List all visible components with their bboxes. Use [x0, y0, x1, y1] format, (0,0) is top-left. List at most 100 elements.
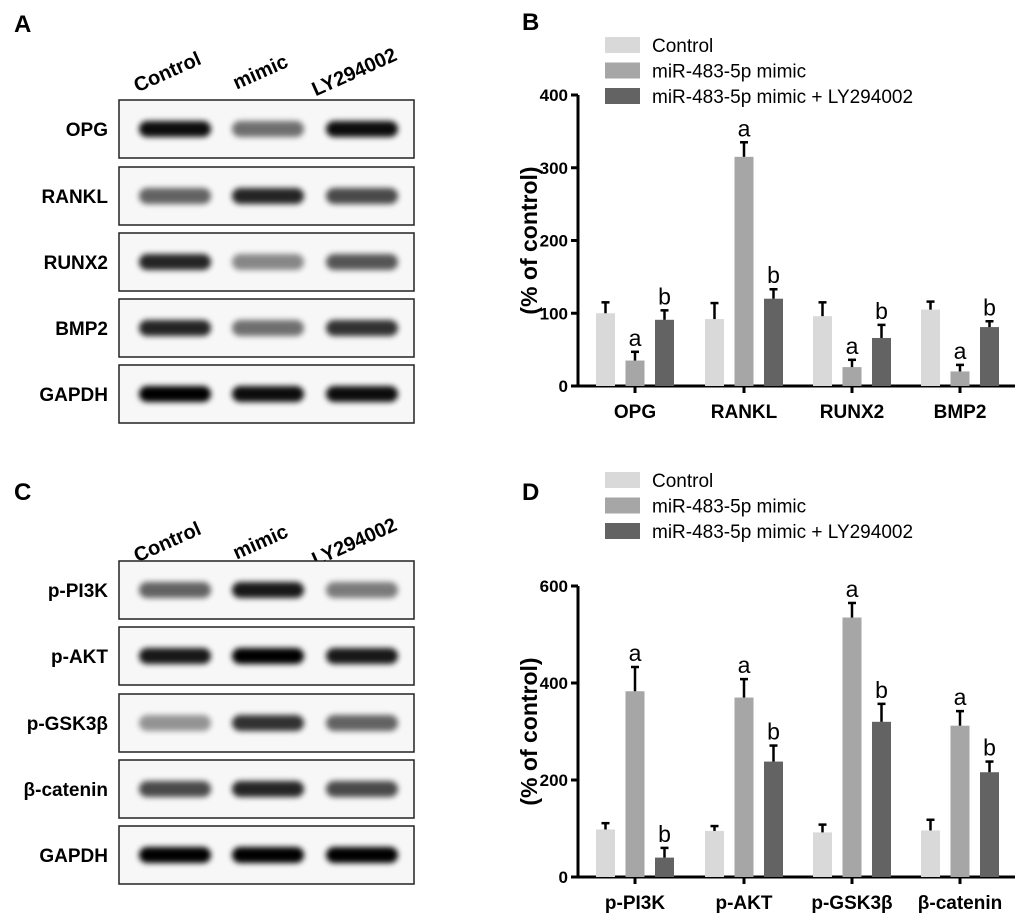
blot-row: β-catenin [24, 759, 415, 819]
bar [655, 857, 674, 877]
significance-label: a [846, 576, 859, 602]
bar [625, 360, 645, 386]
lane-label: Control [131, 48, 205, 97]
significance-label: b [658, 283, 671, 309]
legend-label: miR-483-5p mimic [652, 62, 806, 83]
bar [625, 691, 645, 877]
protein-band [232, 320, 304, 336]
protein-band [326, 715, 398, 731]
y-tick-label: 200 [540, 771, 568, 790]
blot-row: BMP2 [55, 298, 415, 358]
significance-label: b [875, 677, 888, 703]
y-tick-label: 0 [559, 868, 568, 887]
blot-row-label: RUNX2 [44, 253, 108, 274]
category-label: RANKL [711, 402, 778, 423]
blot-row: RUNX2 [44, 232, 415, 292]
bar [813, 316, 832, 386]
lane-label: LY294002 [309, 44, 401, 101]
protein-band [232, 121, 304, 137]
y-tick-label: 400 [540, 86, 568, 105]
blot-row: RANKL [42, 166, 415, 226]
protein-band [232, 386, 304, 402]
blot-row: OPG [66, 99, 415, 159]
blot-row-label: OPG [66, 120, 108, 141]
y-tick-label: 300 [540, 159, 568, 178]
protein-band [326, 386, 398, 402]
y-tick-label: 100 [540, 304, 568, 323]
bar-chart-b: Control miR-483-5p mimic miR-483-5p mimic … [516, 36, 1015, 423]
bar [980, 327, 999, 386]
significance-label: b [983, 294, 996, 320]
bar [980, 772, 999, 877]
category-label: OPG [614, 402, 656, 423]
legend-label: Control [652, 36, 713, 57]
category-label: BMP2 [934, 402, 987, 423]
significance-label: a [629, 640, 642, 666]
bar [921, 830, 940, 877]
blot-row: p-AKT [51, 626, 415, 686]
bar [813, 832, 832, 877]
blot-row-label: RANKL [42, 187, 109, 208]
significance-label: a [738, 652, 751, 678]
bar [950, 371, 970, 386]
protein-band [326, 254, 398, 270]
significance-label: b [983, 735, 996, 761]
blot-row-label: GAPDH [39, 385, 108, 406]
blot-row-label: p-PI3K [48, 581, 108, 602]
bar [596, 313, 615, 386]
protein-band [139, 847, 211, 863]
protein-band [326, 320, 398, 336]
protein-band [232, 781, 304, 797]
significance-label: a [738, 115, 751, 141]
protein-band [326, 847, 398, 863]
bar [734, 156, 754, 386]
legend-swatch [605, 497, 640, 514]
legend-swatch [605, 37, 640, 53]
protein-band [139, 188, 211, 204]
y-tick-label: 200 [540, 232, 568, 251]
bar [950, 725, 970, 877]
protein-band [232, 847, 304, 863]
significance-label: a [954, 338, 967, 364]
blot-row: p-GSK3β [27, 693, 415, 753]
protein-band [326, 781, 398, 797]
bar [705, 319, 724, 386]
panel-label-b: B [522, 9, 539, 36]
category-label: p-GSK3β [811, 893, 892, 914]
significance-label: b [875, 298, 888, 324]
y-axis-label: (% of control) [516, 166, 542, 314]
panel-label-a: A [14, 11, 31, 38]
significance-label: b [767, 719, 780, 745]
bar [764, 298, 783, 386]
legend-swatch [605, 523, 640, 539]
lane-label: mimic [230, 51, 292, 95]
protein-band [232, 254, 304, 270]
category-label: p-PI3K [605, 893, 665, 914]
category-label: RUNX2 [820, 402, 884, 423]
western-blot-a: Control mimic LY294002 OPG RANKL RUNX2 BMP2 GAP… [39, 44, 415, 424]
bar [921, 309, 940, 386]
blot-row-label: BMP2 [55, 319, 108, 340]
panel-label-c: C [14, 479, 31, 506]
significance-label: b [658, 821, 671, 847]
blot-row-label: p-GSK3β [27, 714, 108, 735]
protein-band [326, 582, 398, 598]
blot-row: GAPDH [39, 825, 415, 885]
bar [764, 761, 783, 877]
legend-label: miR-483-5p mimic [652, 497, 806, 518]
protein-band [139, 121, 211, 137]
legend-swatch [605, 88, 640, 104]
blot-row-label: GAPDH [39, 846, 108, 867]
bar-chart-d: Control miR-483-5p mimic miR-483-5p mimic … [516, 471, 1015, 914]
protein-band [232, 648, 304, 664]
bar [705, 830, 724, 877]
bar [872, 721, 891, 877]
bar [734, 697, 754, 877]
protein-band [232, 582, 304, 598]
y-tick-label: 600 [540, 577, 568, 596]
lane-label: Control [131, 518, 205, 567]
legend-label: miR-483-5p mimic + LY294002 [652, 87, 913, 108]
protein-band [326, 188, 398, 204]
category-label: p-AKT [716, 893, 773, 914]
y-axis-label: (% of control) [516, 657, 542, 805]
